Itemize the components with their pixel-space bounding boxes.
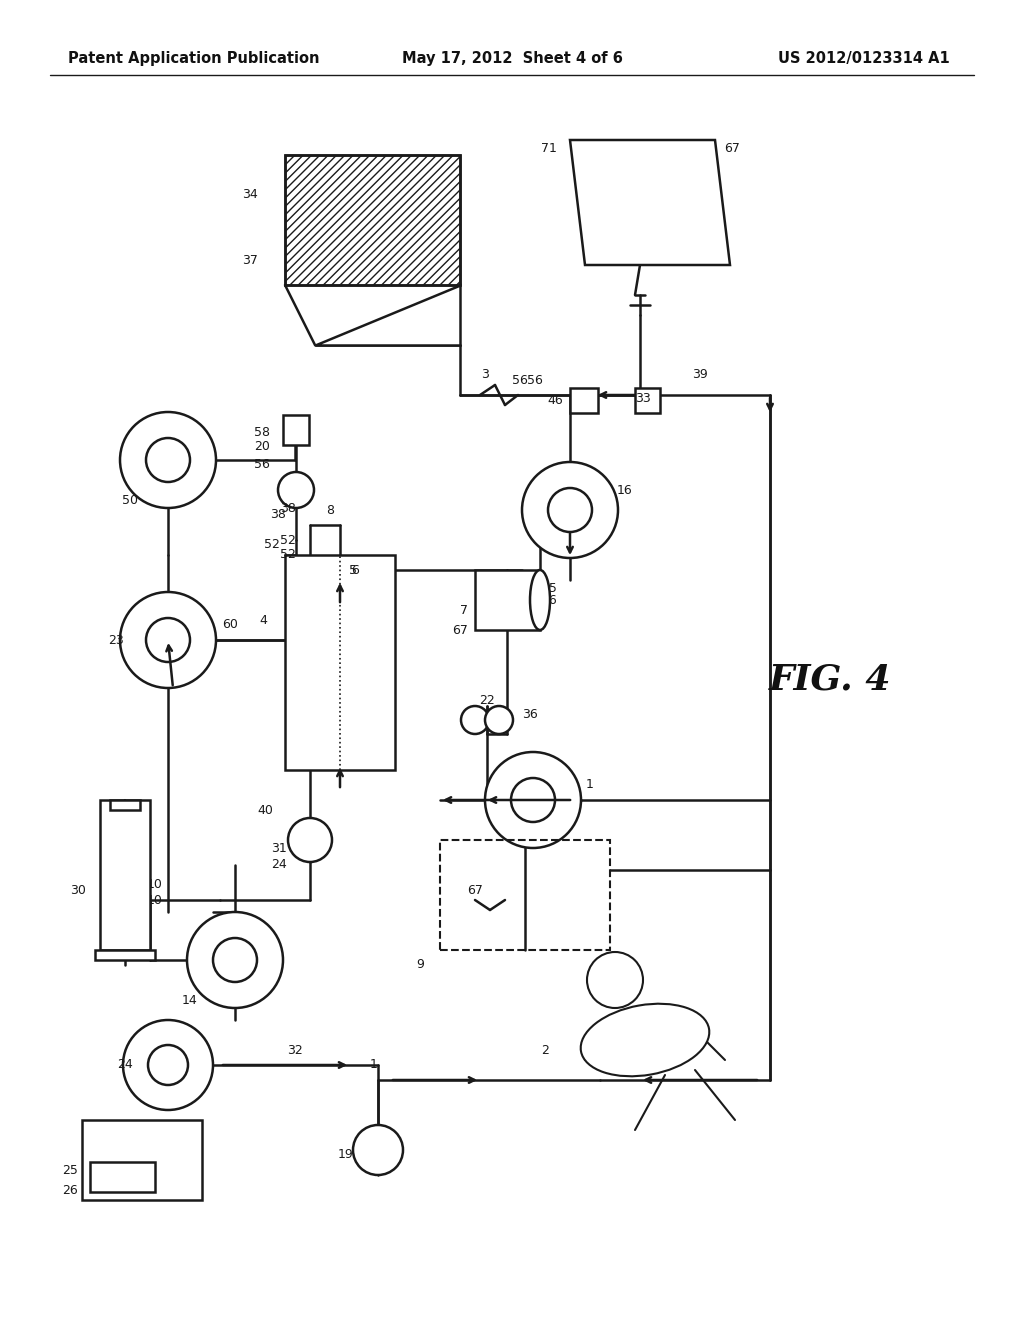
Text: 16: 16 (542, 594, 558, 606)
Text: 40: 40 (257, 804, 273, 817)
Text: 5: 5 (349, 564, 357, 577)
Text: 19: 19 (337, 1148, 353, 1162)
Text: 60: 60 (222, 619, 238, 631)
Text: 26: 26 (62, 1184, 78, 1196)
Text: 50: 50 (122, 494, 138, 507)
Circle shape (120, 591, 216, 688)
Text: 52: 52 (281, 549, 296, 561)
Text: 14: 14 (182, 994, 198, 1006)
Text: 6: 6 (351, 564, 359, 577)
Circle shape (511, 777, 555, 822)
Text: 71: 71 (541, 141, 557, 154)
Bar (100, 800, 150, 950)
Circle shape (120, 412, 216, 508)
Circle shape (353, 1125, 403, 1175)
Text: 67: 67 (467, 883, 483, 896)
Circle shape (148, 1045, 188, 1085)
Text: 52: 52 (281, 533, 296, 546)
Polygon shape (315, 285, 460, 345)
Text: 39: 39 (692, 368, 708, 381)
Text: 2: 2 (541, 1044, 549, 1056)
Circle shape (278, 473, 314, 508)
Circle shape (123, 1020, 213, 1110)
Circle shape (485, 706, 513, 734)
Text: 67: 67 (724, 141, 740, 154)
Ellipse shape (530, 570, 550, 630)
Circle shape (587, 952, 643, 1008)
Circle shape (146, 438, 190, 482)
Text: 7: 7 (460, 603, 468, 616)
Text: 22: 22 (479, 693, 495, 706)
Text: 4: 4 (259, 614, 267, 627)
Text: 38: 38 (270, 508, 286, 521)
Ellipse shape (581, 1003, 710, 1076)
Text: 25: 25 (62, 1163, 78, 1176)
Polygon shape (570, 140, 730, 265)
Text: 33: 33 (635, 392, 650, 404)
Text: 20: 20 (254, 441, 270, 454)
Text: 24: 24 (117, 1059, 133, 1072)
Circle shape (485, 752, 581, 847)
Text: 38: 38 (281, 502, 296, 515)
Circle shape (522, 462, 618, 558)
Text: 24: 24 (271, 858, 287, 871)
Text: 16: 16 (617, 483, 633, 496)
Text: 1: 1 (586, 779, 594, 792)
Text: 37: 37 (242, 253, 258, 267)
Bar (285, 154, 460, 285)
Text: 36: 36 (522, 709, 538, 722)
Text: May 17, 2012  Sheet 4 of 6: May 17, 2012 Sheet 4 of 6 (401, 50, 623, 66)
Circle shape (548, 488, 592, 532)
Text: 1: 1 (370, 1059, 378, 1072)
Text: 67: 67 (453, 623, 468, 636)
Text: Patent Application Publication: Patent Application Publication (68, 50, 319, 66)
Circle shape (461, 706, 489, 734)
Bar (635, 388, 660, 413)
Bar (82, 1119, 202, 1200)
Bar (285, 154, 460, 285)
Bar (440, 840, 610, 950)
Bar (95, 950, 155, 960)
Text: 3: 3 (481, 368, 488, 381)
Text: 8: 8 (326, 503, 334, 516)
Text: FIG. 4: FIG. 4 (769, 663, 891, 697)
Circle shape (213, 939, 257, 982)
Bar (285, 554, 395, 770)
Circle shape (288, 818, 332, 862)
Bar (475, 570, 540, 630)
Text: 56: 56 (254, 458, 270, 471)
Bar (283, 414, 309, 445)
Bar (110, 800, 140, 810)
Bar (90, 1162, 155, 1192)
Text: 9: 9 (416, 958, 424, 972)
Text: 10: 10 (147, 894, 163, 907)
Text: 46: 46 (547, 393, 563, 407)
Text: 32: 32 (287, 1044, 303, 1056)
Bar (570, 388, 598, 413)
Circle shape (146, 618, 190, 663)
Text: 23: 23 (109, 634, 124, 647)
Text: 58: 58 (254, 425, 270, 438)
Text: 15: 15 (542, 582, 558, 594)
Text: US 2012/0123314 A1: US 2012/0123314 A1 (778, 50, 950, 66)
Text: 56: 56 (512, 374, 528, 387)
Text: 30: 30 (70, 883, 86, 896)
Text: 34: 34 (243, 189, 258, 202)
Text: 10: 10 (147, 879, 163, 891)
Text: 52: 52 (264, 539, 280, 552)
Text: 31: 31 (271, 842, 287, 854)
Circle shape (187, 912, 283, 1008)
Text: 56: 56 (527, 374, 543, 387)
